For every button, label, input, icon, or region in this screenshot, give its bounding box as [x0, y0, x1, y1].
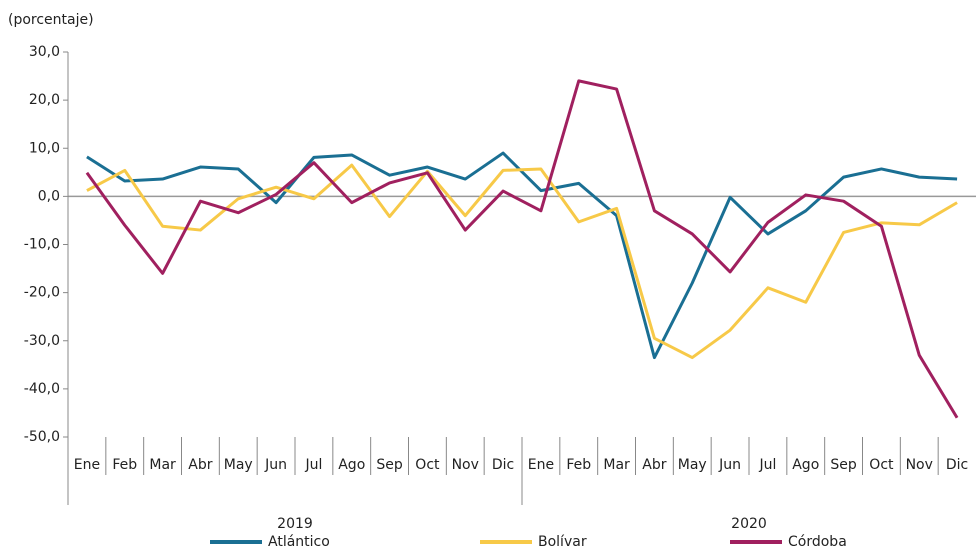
y-tick-label: -50,0: [24, 429, 60, 445]
x-tick-label: Ago: [338, 457, 365, 473]
y-axis-label: (porcentaje): [8, 12, 94, 28]
x-tick-label: Ene: [74, 457, 100, 473]
series-line: [85, 79, 959, 419]
y-tick-label: 10,0: [29, 140, 60, 156]
legend-label: Atlántico: [268, 534, 330, 550]
x-tick-label: Sep: [830, 457, 857, 473]
y-tick-label: -40,0: [24, 381, 60, 397]
x-tick-label: Oct: [415, 457, 440, 473]
legend-label: Bolívar: [538, 534, 587, 550]
x-tick-label: Abr: [188, 457, 212, 473]
x-tick-label: Sep: [376, 457, 403, 473]
y-tick-label: 20,0: [29, 92, 60, 108]
x-tick-label: Abr: [642, 457, 666, 473]
x-group-label: 2019: [277, 516, 313, 532]
x-tick-label: Oct: [869, 457, 894, 473]
x-tick-label: Nov: [906, 457, 933, 473]
x-tick-label: Feb: [566, 457, 591, 473]
x-tick-label: Jul: [304, 457, 322, 473]
series-line: [86, 163, 958, 360]
series-line: [86, 151, 958, 360]
x-tick-label: Ago: [792, 457, 819, 473]
x-tick-label: Dic: [492, 457, 514, 473]
x-tick-label: May: [224, 457, 253, 473]
x-group-label: 2020: [731, 516, 767, 532]
x-tick-label: Jun: [718, 457, 741, 473]
x-tick-label: Mar: [149, 457, 176, 473]
x-tick-label: May: [678, 457, 707, 473]
x-tick-label: Jul: [758, 457, 776, 473]
x-tick-label: Mar: [603, 457, 630, 473]
y-tick-label: -10,0: [24, 237, 60, 253]
x-tick-label: Jun: [264, 457, 287, 473]
x-tick-label: Nov: [452, 457, 479, 473]
y-tick-label: -20,0: [24, 285, 60, 301]
x-tick-label: Ene: [528, 457, 554, 473]
x-tick-label: Feb: [112, 457, 137, 473]
x-tick-label: Dic: [946, 457, 968, 473]
y-tick-label: -30,0: [24, 333, 60, 349]
legend-label: Córdoba: [788, 534, 847, 550]
y-tick-label: 30,0: [29, 44, 60, 60]
y-tick-label: 0,0: [38, 188, 60, 204]
